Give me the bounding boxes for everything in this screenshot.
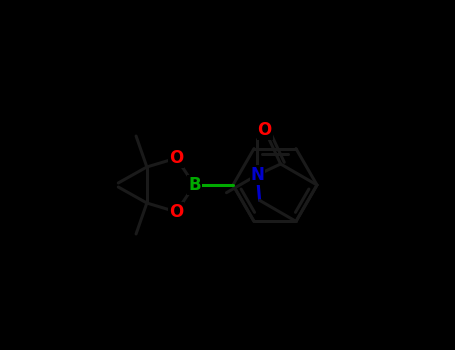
Text: N: N <box>250 166 264 184</box>
Text: O: O <box>258 121 272 139</box>
Text: O: O <box>169 149 183 167</box>
Text: O: O <box>169 203 183 221</box>
Text: B: B <box>188 176 201 194</box>
